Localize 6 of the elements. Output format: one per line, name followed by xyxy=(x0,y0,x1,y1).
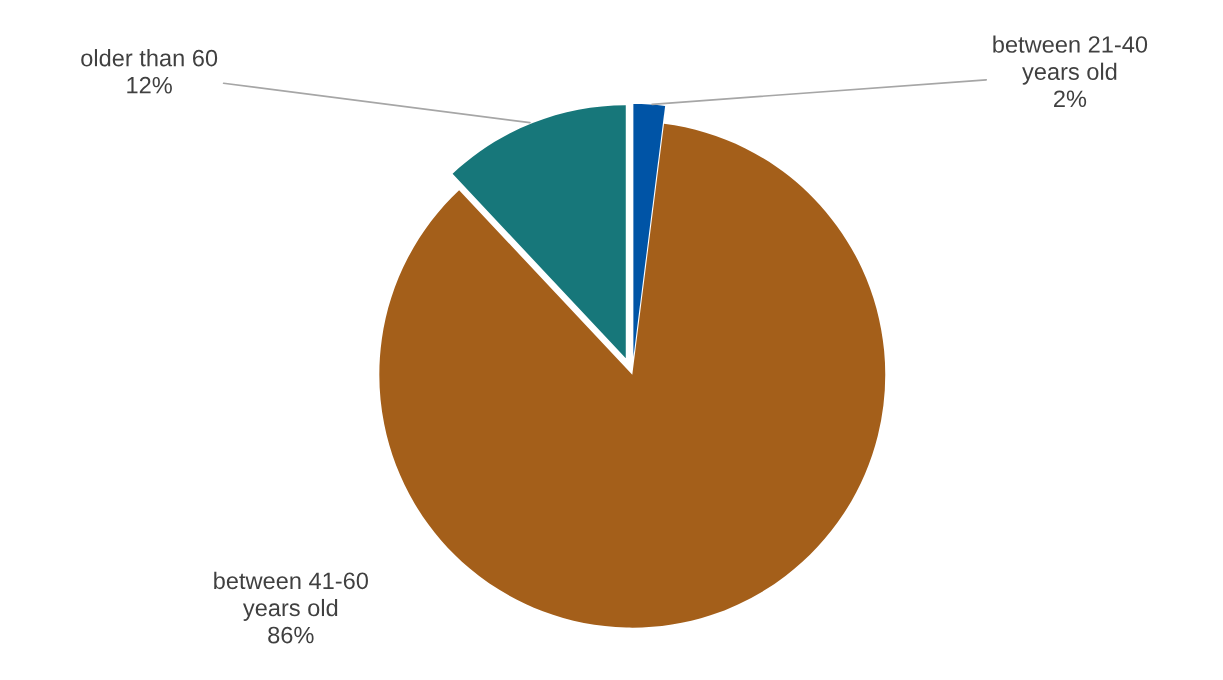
slice-label: between 41-60 years old xyxy=(214,571,368,621)
data-label: 2% xyxy=(1054,90,1087,108)
data-label: 12% xyxy=(127,76,172,94)
slice-label: between 21-40 years old xyxy=(993,35,1148,85)
slice-label: older than 60 xyxy=(81,49,218,67)
data-label: 86% xyxy=(268,626,314,644)
